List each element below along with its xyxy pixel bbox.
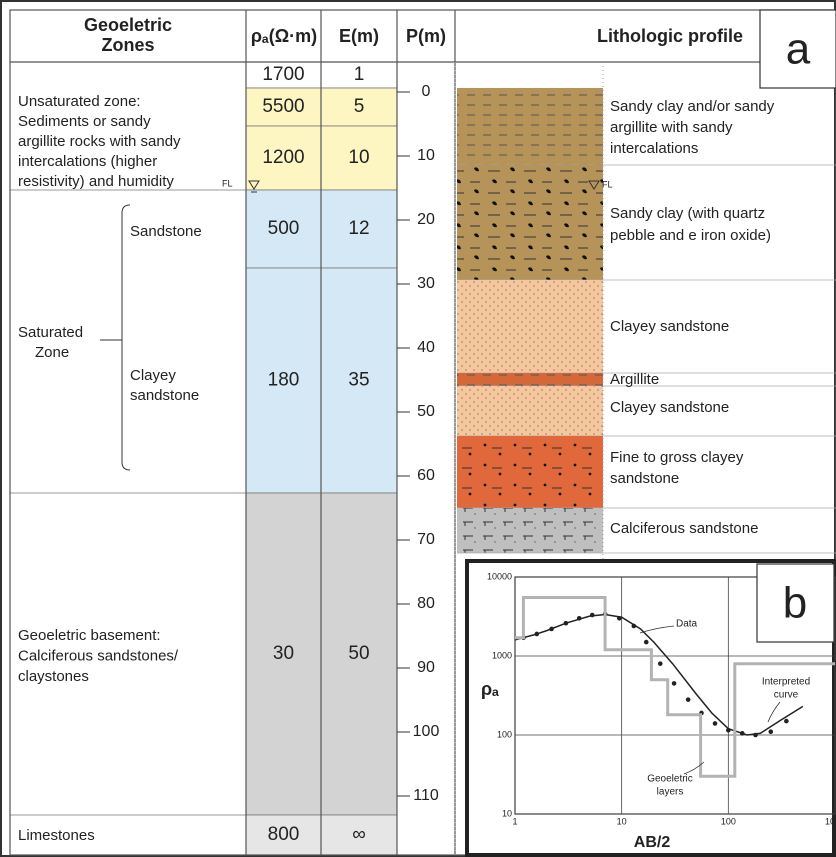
- panel-label: a: [786, 25, 811, 74]
- litho-pattern: [457, 165, 603, 280]
- litho-label: Argillite: [610, 371, 659, 388]
- header: ρₐ(Ω·m): [251, 26, 317, 46]
- depth-label: 0: [422, 83, 431, 100]
- litho-label: Sandy clay (with quartz: [610, 205, 765, 222]
- data-point: [784, 719, 789, 724]
- zone-label: Limestones: [18, 827, 95, 844]
- y-tick-label: 1000: [492, 650, 512, 660]
- resistivity: 800: [268, 824, 300, 845]
- data-point: [713, 721, 718, 726]
- page: {"panel_a": { "label": "a", "headers": {…: [0, 0, 836, 857]
- litho-label: Calciferous sandstone: [610, 520, 758, 537]
- water-level: FL: [222, 178, 233, 188]
- litho-label: Fine to gross clayey: [610, 449, 744, 466]
- litho-label: argillite with sandy: [610, 119, 733, 136]
- litho-label: pebble and e iron oxide): [610, 227, 771, 244]
- header: Zones: [101, 35, 154, 55]
- resistivity: 500: [268, 218, 300, 239]
- annotation: curve: [774, 690, 799, 701]
- depth-label: 100: [413, 723, 440, 740]
- thickness: 1: [354, 64, 365, 85]
- thickness: 12: [348, 218, 369, 239]
- depth-label: 80: [417, 595, 435, 612]
- litho-pattern: [457, 88, 603, 165]
- depth-label: 50: [417, 403, 435, 420]
- x-tick-label: 1000: [825, 816, 836, 826]
- zone-label: Sandstone: [130, 223, 202, 240]
- data-point: [672, 681, 677, 686]
- litho-pattern: [457, 436, 603, 508]
- figure: 170015500512001050012180353050800∞Geoele…: [0, 0, 836, 857]
- thickness: 50: [348, 643, 369, 664]
- zone-label: Clayey: [130, 367, 176, 384]
- thickness: 35: [348, 370, 369, 391]
- data-point: [644, 640, 649, 645]
- resistivity: 1700: [262, 64, 304, 85]
- header: E(m): [339, 26, 379, 46]
- zone-label: Unsaturated zone:: [18, 93, 141, 110]
- x-tick-label: 1: [512, 816, 517, 826]
- annotation: Geoeletric: [647, 774, 693, 785]
- litho-pattern: [457, 280, 603, 373]
- zone-label: sandstone: [130, 387, 199, 404]
- annotation: Data: [676, 619, 698, 630]
- data-point: [686, 697, 691, 702]
- thickness: 5: [354, 96, 365, 117]
- depth-label: 10: [417, 147, 435, 164]
- zone-label: Geoeletric basement:: [18, 627, 161, 644]
- resistivity: 180: [268, 370, 300, 391]
- resistivity: 5500: [262, 96, 304, 117]
- zone-label: argillite rocks with sandy: [18, 133, 181, 150]
- depth-label: 60: [417, 467, 435, 484]
- y-tick-label: 100: [497, 729, 512, 739]
- resistivity: 1200: [262, 147, 304, 168]
- litho-pattern: [457, 373, 603, 386]
- litho-pattern: [457, 386, 603, 436]
- annotation: layers: [657, 787, 684, 798]
- annotation: Interpreted: [762, 677, 810, 688]
- panel-b: 110100100010100100010000AB/2ρₐDataInterp…: [467, 561, 836, 855]
- thickness: 10: [348, 147, 369, 168]
- depth-label: 40: [417, 339, 435, 356]
- zone-label: intercalations (higher: [18, 153, 157, 170]
- thickness: ∞: [352, 824, 366, 845]
- litho-label: intercalations: [610, 140, 698, 157]
- data-point: [768, 729, 773, 734]
- y-axis-title: ρₐ: [481, 679, 499, 699]
- data-point: [658, 661, 663, 666]
- depth-label: 20: [417, 211, 435, 228]
- zone-label: resistivity) and humidity: [18, 173, 174, 190]
- y-tick-label: 10000: [487, 571, 512, 581]
- zone-label: Sediments or sandy: [18, 113, 151, 130]
- depth-label: 110: [413, 787, 439, 804]
- panel-label: b: [783, 579, 807, 628]
- x-tick-label: 10: [617, 816, 627, 826]
- water-level: FL: [602, 179, 613, 189]
- litho-pattern: [457, 508, 603, 553]
- zone-label: Calciferous sandstones/: [18, 647, 179, 664]
- litho-label: Clayey sandstone: [610, 399, 729, 416]
- x-axis-title: AB/2: [634, 834, 671, 851]
- litho-label: sandstone: [610, 470, 679, 487]
- header: Lithologic profile: [597, 26, 743, 46]
- depth-label: 90: [417, 659, 435, 676]
- depth-label: 70: [417, 531, 435, 548]
- zone-label: Zone: [35, 344, 69, 361]
- zone-label: claystones: [18, 668, 89, 685]
- litho-label: Clayey sandstone: [610, 318, 729, 335]
- y-tick-label: 10: [502, 808, 512, 818]
- depth-label: 30: [417, 275, 435, 292]
- resistivity: 30: [273, 643, 294, 664]
- x-tick-label: 100: [721, 816, 736, 826]
- header: P(m): [406, 26, 446, 46]
- header: Geoeletric: [84, 15, 172, 35]
- litho-label: Sandy clay and/or sandy: [610, 98, 775, 115]
- zone-label: Saturated: [18, 324, 83, 341]
